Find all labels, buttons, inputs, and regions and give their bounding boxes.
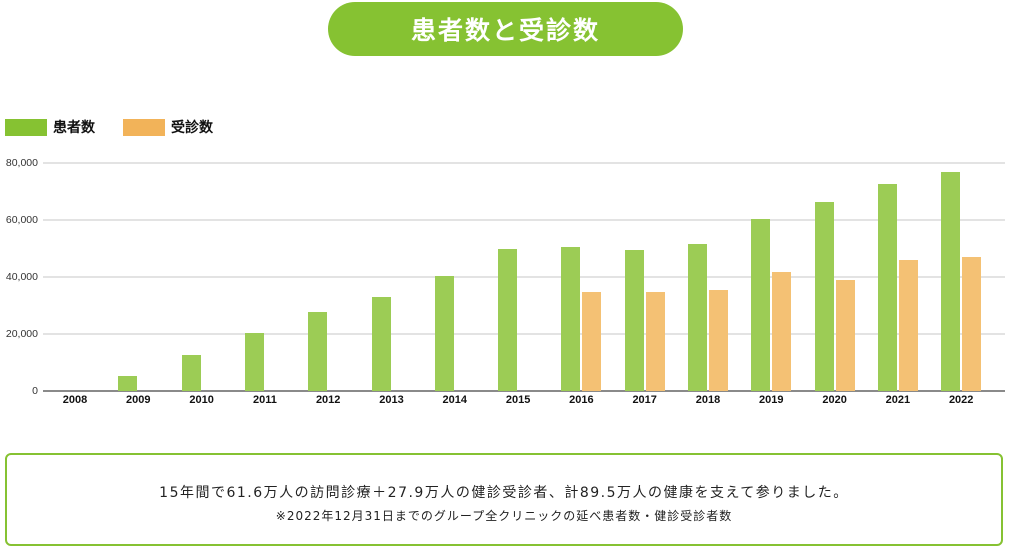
legend-label-visits: 受診数	[171, 120, 213, 136]
bar-patients	[118, 375, 138, 391]
x-tick-label: 2021	[885, 394, 911, 406]
x-tick-label: 2014	[442, 394, 468, 406]
bar-visits	[709, 290, 728, 391]
x-tick-label: 2011	[252, 394, 277, 406]
bar-visits	[772, 272, 792, 391]
x-tick-label: 2008	[62, 394, 88, 406]
bar-patients	[751, 218, 771, 391]
summary-box: 15年間で61.6万人の訪問診療＋27.9万人の健診受診者、計89.5万人の健康…	[5, 453, 1003, 546]
legend-label-patients: 患者数	[53, 120, 95, 136]
y-tick-label: 80,000	[5, 157, 38, 169]
x-tick-label: 2018	[695, 394, 721, 406]
x-tick-label: 2022	[948, 394, 974, 406]
y-tick-label: 40,000	[5, 271, 38, 283]
x-tick-label: 2013	[379, 394, 404, 406]
bar-patients	[371, 296, 391, 391]
y-tick-label: 0	[32, 385, 38, 397]
x-tick-label: 2015	[505, 394, 531, 406]
bar-patients	[814, 202, 834, 391]
legend-swatch-patients	[5, 118, 47, 136]
gridline	[43, 162, 1005, 164]
x-tick-label: 2020	[822, 394, 847, 406]
legend-item-patients: 患者数	[5, 117, 95, 137]
chart-legend: 患者数 受診数	[5, 117, 241, 137]
bar-patients	[877, 184, 897, 391]
bar-chart: 80,000 60,000 40,000 20,000 0 2008 2009 2010 201…	[0, 150, 1009, 420]
bar-patients	[688, 243, 707, 391]
gridline	[43, 219, 1005, 221]
gridline	[43, 333, 1005, 335]
bar-visits	[898, 259, 918, 391]
legend-swatch-visits	[123, 118, 165, 136]
bar-visits	[962, 256, 982, 391]
x-tick-label: 2009	[126, 394, 151, 406]
summary-footnote: ※2022年12月31日までのグループ全クリニックの延べ患者数・健診受診者数	[275, 509, 733, 523]
bar-visits	[835, 279, 855, 391]
x-axis-line	[43, 390, 1005, 392]
bar-patients	[308, 312, 328, 391]
bar-patients	[244, 333, 264, 391]
chart-title: 患者数と受診数	[328, 2, 683, 56]
gridline	[43, 276, 1005, 278]
x-tick-label: 2016	[569, 394, 594, 406]
bar-patients	[434, 275, 454, 391]
x-tick-label: 2017	[632, 394, 657, 406]
y-tick-label: 20,000	[5, 328, 38, 340]
x-tick-label: 2012	[315, 394, 341, 406]
bar-patients	[498, 248, 518, 391]
bar-visits	[645, 291, 665, 391]
legend-item-visits: 受診数	[123, 117, 213, 137]
bar-patients	[624, 249, 644, 391]
x-tick-label: 2010	[189, 394, 214, 406]
bar-visits	[582, 291, 602, 391]
bar-patients	[941, 172, 961, 391]
bar-patients	[561, 247, 581, 391]
y-tick-label: 60,000	[5, 214, 38, 226]
summary-text: 15年間で61.6万人の訪問診療＋27.9万人の健診受診者、計89.5万人の健康…	[159, 485, 849, 501]
bar-patients	[181, 354, 201, 391]
x-tick-label: 2019	[759, 394, 784, 406]
